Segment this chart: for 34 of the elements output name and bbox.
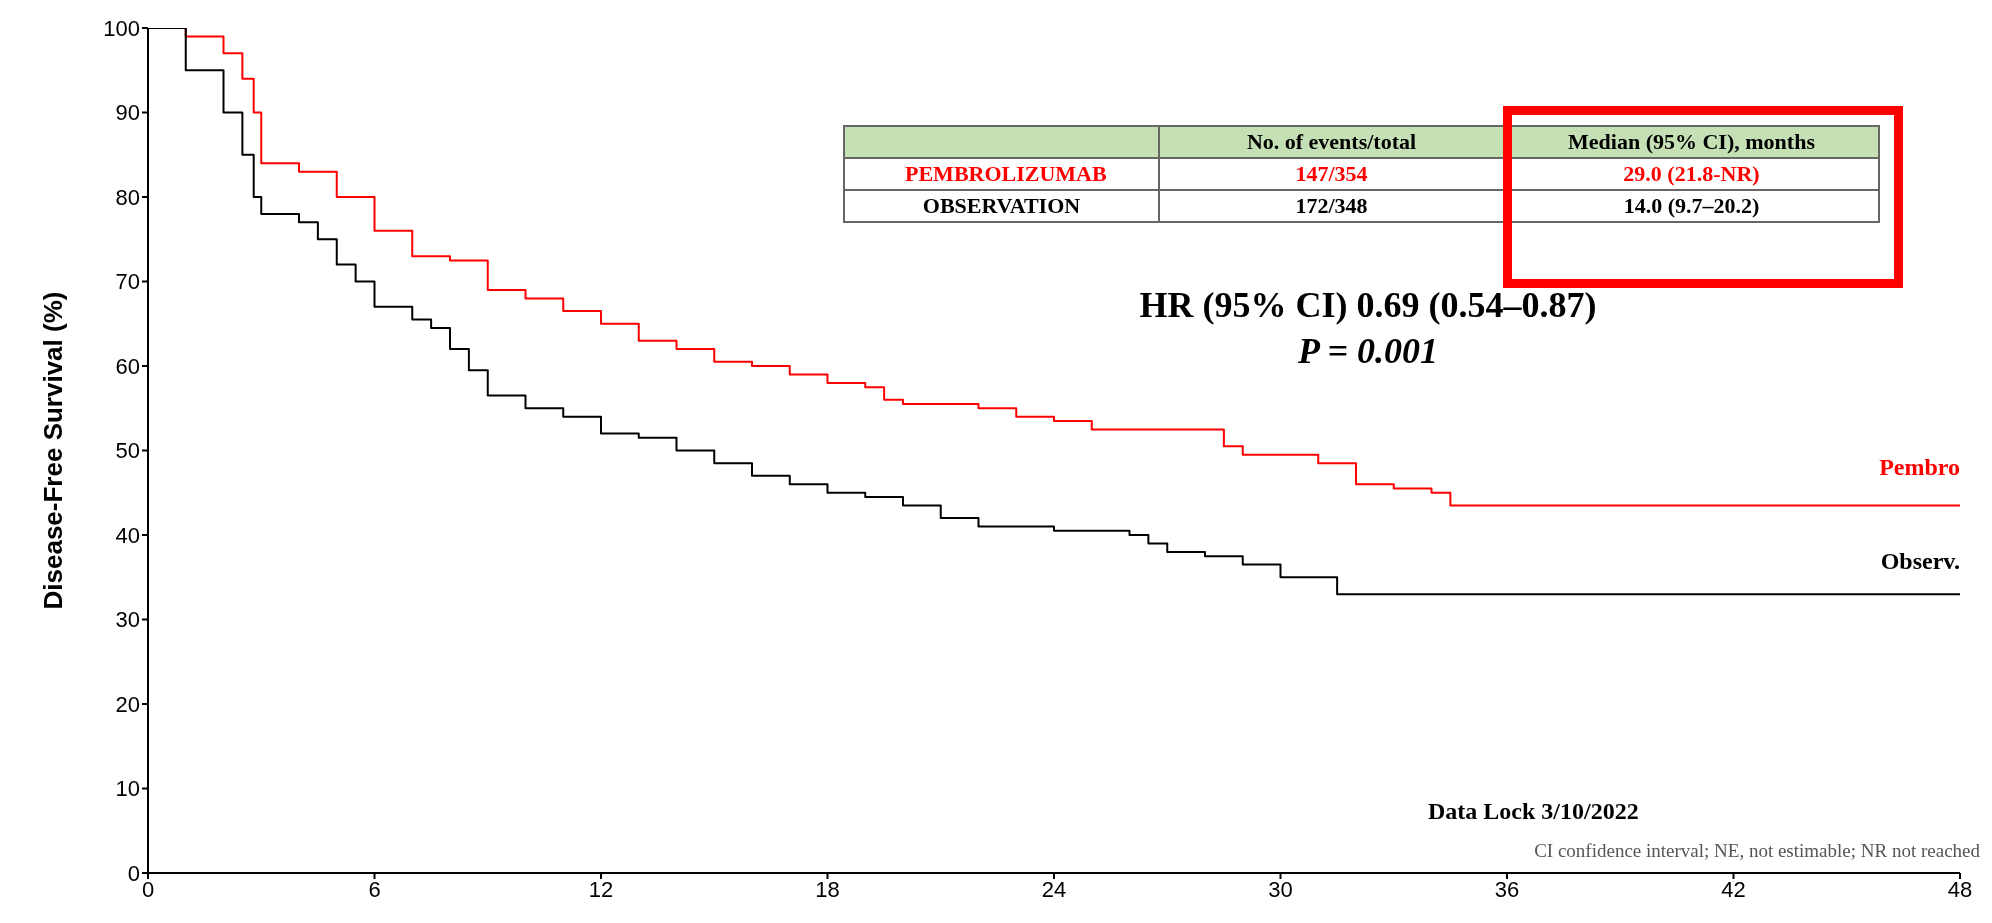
y-tick-label: 100 [103, 15, 140, 41]
y-tick-label: 50 [115, 438, 140, 464]
x-tick-label: 24 [1041, 876, 1067, 902]
y-tick-label: 80 [115, 184, 140, 210]
series-label: Observ. [1880, 548, 1960, 575]
annotation: OBSERVATION [844, 190, 1159, 222]
y-axis-title: Disease-Free Survival (%) [38, 291, 69, 610]
annotation: No. of events/total [1159, 126, 1504, 158]
y-tick-label: 20 [115, 691, 140, 717]
annotation: Median (95% CI), months [1504, 126, 1879, 158]
annotation: 172/348 [1159, 190, 1504, 222]
annotation: P = 0.001 [1296, 330, 1440, 372]
annotation: 29.0 (21.8-NR) [1504, 158, 1879, 190]
annotation: Data Lock 3/10/2022 [1428, 798, 1639, 825]
y-tick-label: 70 [115, 269, 140, 295]
y-tick-label: 90 [115, 100, 140, 126]
annotation: HR (95% CI) 0.69 (0.54–0.87) [1138, 284, 1598, 326]
series-label: Pembro [1879, 454, 1960, 481]
annotation: PEMBROLIZUMAB [844, 158, 1159, 190]
x-tick-label: 48 [1947, 876, 1973, 902]
y-tick-label: 40 [115, 522, 140, 548]
x-tick-label: 30 [1268, 876, 1293, 902]
annotation: 147/354 [1159, 158, 1504, 190]
y-tick-label: 0 [127, 860, 140, 886]
y-tick-label: 30 [115, 607, 140, 633]
annotation: CI confidence interval; NE, not estimable; NR not reached [1534, 840, 1980, 862]
x-tick-label: 42 [1721, 876, 1746, 902]
annotation: 14.0 (9.7–20.2) [1504, 190, 1879, 222]
x-tick-label: 18 [815, 876, 840, 902]
x-tick-label: 6 [368, 876, 381, 902]
x-tick-label: 36 [1494, 876, 1520, 902]
y-tick-label: 10 [115, 776, 140, 802]
x-tick-label: 12 [588, 876, 614, 902]
y-tick-label: 60 [115, 353, 140, 379]
